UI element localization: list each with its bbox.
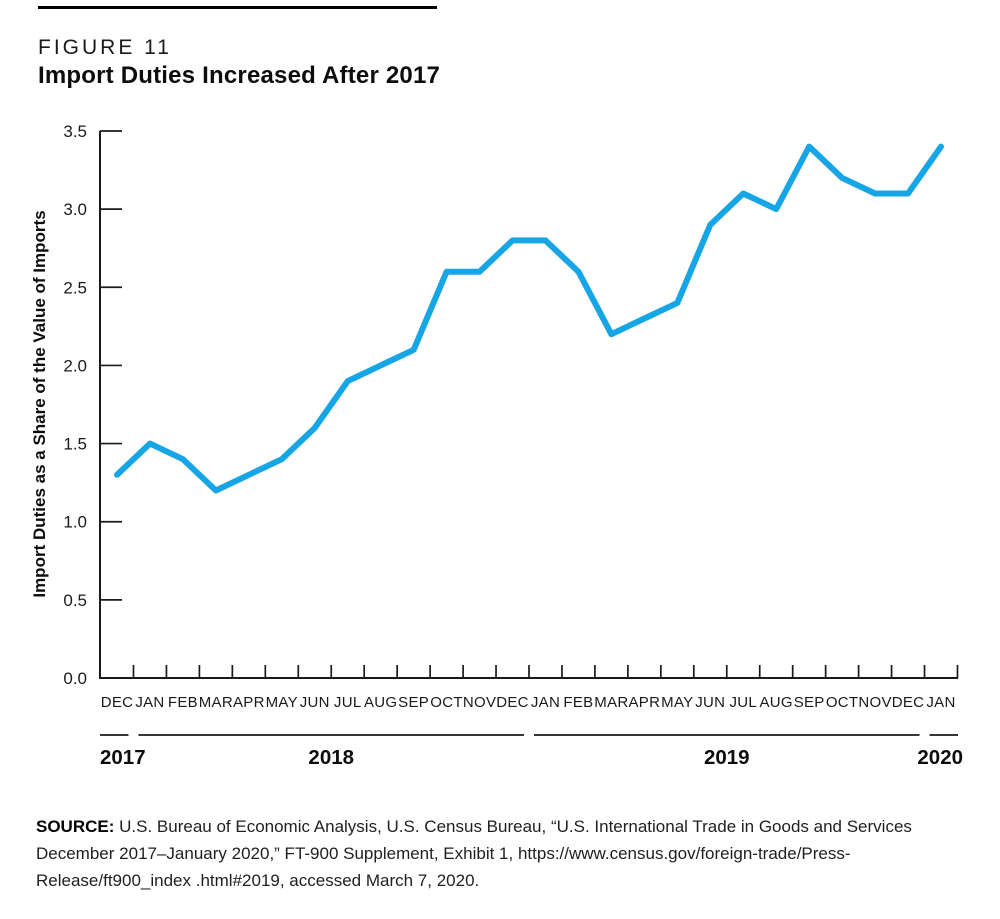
y-tick-label: 1.0 xyxy=(63,513,87,532)
month-label: NOV xyxy=(463,694,496,711)
month-label: AUG xyxy=(364,694,397,711)
y-tick-label: 3.0 xyxy=(63,200,87,219)
y-tick-label: 3.5 xyxy=(63,122,87,141)
month-label: NOV xyxy=(858,694,891,711)
top-accent-rule xyxy=(38,6,437,9)
y-tick-label: 0.5 xyxy=(63,591,87,610)
year-label: 2018 xyxy=(308,746,354,769)
year-label: 2019 xyxy=(704,746,750,769)
y-tick-label: 0.0 xyxy=(63,669,87,688)
source-prefix: SOURCE: xyxy=(36,817,120,836)
figure-title: Import Duties Increased After 2017 xyxy=(38,62,441,89)
month-label: DEC xyxy=(101,694,134,711)
y-tick-label: 2.0 xyxy=(63,356,87,375)
month-label: MAY xyxy=(266,694,298,711)
month-label: APR xyxy=(233,694,265,711)
month-label: MAR xyxy=(199,694,233,711)
year-label: 2017 xyxy=(100,746,146,769)
month-label: MAR xyxy=(594,694,628,711)
month-label: JUN xyxy=(695,694,725,711)
source-line-2: 2017–January 2020,” FT-900 Supplement, E… xyxy=(36,844,851,890)
month-label: JAN xyxy=(531,694,560,711)
month-label: DEC xyxy=(496,694,529,711)
month-label: JAN xyxy=(926,694,955,711)
month-label: SEP xyxy=(794,694,825,711)
figure-number-label: FIGURE 11 xyxy=(38,36,172,59)
month-label: MAY xyxy=(661,694,693,711)
month-label: FEB xyxy=(168,694,198,711)
source-line-3: .html#2019, accessed March 7, 2020. xyxy=(195,871,480,890)
month-label: SEP xyxy=(398,694,429,711)
month-label: OCT xyxy=(430,694,463,711)
month-label: JUL xyxy=(334,694,362,711)
year-label: 2020 xyxy=(917,746,963,769)
data-line xyxy=(114,143,944,494)
month-label: JUL xyxy=(729,694,757,711)
source-line-1: U.S. Bureau of Economic Analysis, U.S. C… xyxy=(36,817,912,863)
month-label: APR xyxy=(628,694,660,711)
month-label: JAN xyxy=(135,694,164,711)
month-label: AUG xyxy=(759,694,792,711)
source-note: SOURCE: U.S. Bureau of Economic Analysis… xyxy=(36,813,958,894)
month-label: FEB xyxy=(563,694,593,711)
month-label: JUN xyxy=(300,694,330,711)
month-label: OCT xyxy=(826,694,859,711)
line-chart: 0.0 0.5 1.0 1.5 2.0 2.5 3.0 3.5 DEC JAN FEB MAR APR M… xyxy=(0,110,1000,805)
y-tick-label: 1.5 xyxy=(63,435,87,454)
y-axis-title: Import Duties as a Share of the Value of… xyxy=(30,210,49,597)
month-label: DEC xyxy=(892,694,925,711)
y-tick-label: 2.5 xyxy=(63,278,87,297)
